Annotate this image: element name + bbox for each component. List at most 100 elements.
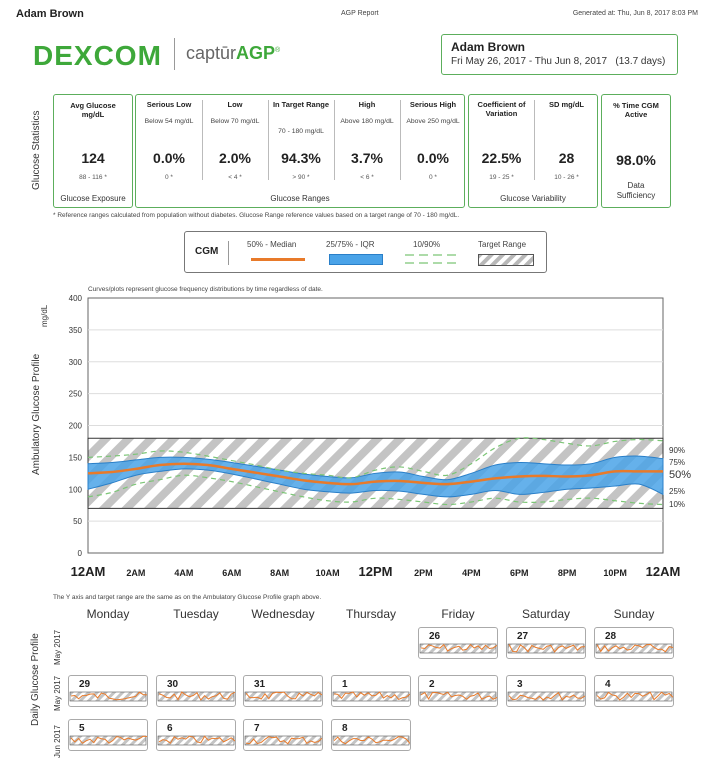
- daily-cell: 5: [68, 719, 148, 751]
- percentile-label: 75%: [669, 458, 685, 467]
- daily-cell: 2: [418, 675, 498, 707]
- x-tick-label: 6PM: [510, 568, 529, 578]
- median-line: [87, 462, 663, 486]
- range-sub: Below 54 mg/dL: [144, 118, 194, 125]
- glucose-exposure-label: Glucose Exposure: [60, 194, 126, 203]
- variability-ref: 19 - 25 *: [489, 174, 514, 181]
- y-tick-label: 150: [69, 453, 83, 462]
- avg-glucose-box: Avg Glucose mg/dL 124 88 - 116 * Glucose…: [53, 94, 133, 208]
- weekday-header: Sunday: [613, 607, 655, 621]
- legend-target-swatch: [478, 254, 534, 266]
- y-tick-label: 50: [73, 517, 82, 526]
- daily-mini-chart: [157, 691, 235, 702]
- daily-cell: 1: [331, 675, 411, 707]
- weekday-header: Wednesday: [251, 607, 315, 621]
- x-tick-label: 10AM: [316, 568, 340, 578]
- legend-median-label: 50% - Median: [247, 240, 297, 249]
- legend-target-label: Target Range: [478, 240, 527, 249]
- range-ref: 0 *: [165, 174, 173, 181]
- range-ref: 0 *: [429, 174, 437, 181]
- range-separator: [202, 100, 203, 180]
- legend-median-swatch: [251, 258, 305, 261]
- weekday-header: Thursday: [345, 607, 397, 621]
- range-column: Serious Low Below 54 mg/dL 0.0% 0 *: [136, 95, 202, 190]
- day-number: 1: [342, 679, 348, 690]
- variability-separator: [534, 100, 535, 180]
- range-value: 2.0%: [219, 150, 251, 166]
- daily-mini-chart: [595, 691, 673, 702]
- range-separator: [334, 100, 335, 180]
- weekday-header: Saturday: [521, 607, 571, 621]
- variability-ref: 10 - 26 *: [554, 174, 579, 181]
- daily-cell: 27: [506, 627, 586, 659]
- daily-cell: 28: [594, 627, 674, 659]
- variability-label: Coefficient of Variation: [477, 100, 526, 118]
- may-2017-label-1: May 2017: [53, 629, 62, 665]
- x-tick-label: 10PM: [603, 568, 627, 578]
- patient-name: Adam Brown: [451, 40, 526, 54]
- x-tick-label: 6AM: [222, 568, 241, 578]
- legend-iqr-label: 25/75% - IQR: [326, 240, 375, 249]
- logo-divider: [174, 38, 175, 70]
- daily-cell: 26: [418, 627, 498, 659]
- range-sub: Below 70 mg/dL: [210, 118, 260, 125]
- daily-mini-chart: [419, 691, 497, 702]
- daily-cell: 4: [594, 675, 674, 707]
- variability-label: SD mg/dL: [549, 100, 584, 109]
- day-number: 28: [605, 631, 617, 642]
- range-column: Serious High Above 250 mg/dL 0.0% 0 *: [400, 95, 466, 190]
- percentile-label: 90%: [669, 446, 685, 455]
- x-tick-label: 4PM: [462, 568, 481, 578]
- legend-iqr-swatch: [329, 254, 383, 265]
- percentile-label: 10%: [669, 500, 685, 509]
- chart-legend: CGM 50% - Median 25/75% - IQR 10/90% Tar…: [184, 231, 547, 273]
- day-number: 4: [605, 679, 611, 690]
- daily-mini-chart: [595, 643, 673, 654]
- x-tick-label: 4AM: [174, 568, 193, 578]
- weekday-header: Monday: [86, 607, 130, 621]
- avg-glucose-label: Avg Glucose mg/dL: [70, 101, 116, 119]
- date-range: Fri May 26, 2017 - Thu Jun 8, 2017 (13.7…: [451, 56, 666, 67]
- range-separator: [400, 100, 401, 180]
- day-number: 8: [342, 723, 348, 734]
- variability-value: 22.5%: [481, 150, 522, 166]
- range-label: Low: [227, 100, 243, 109]
- reference-note: * Reference ranges calculated from popul…: [53, 212, 460, 219]
- glucose-ranges-box: Serious Low Below 54 mg/dL 0.0% 0 * Low Below…: [135, 94, 465, 208]
- day-number: 30: [167, 679, 179, 690]
- chart-note: Curves/plots represent glucose frequency…: [88, 286, 323, 293]
- daily-mini-chart: [419, 643, 497, 654]
- day-number: 2: [429, 679, 435, 690]
- variability-value: 28: [558, 150, 575, 166]
- cgm-active-value: 98.0%: [616, 152, 656, 168]
- range-column: High Above 180 mg/dL 3.7% < 6 *: [334, 95, 400, 190]
- daily-mini-chart: [244, 691, 322, 702]
- weekday-header: Tuesday: [173, 607, 219, 621]
- percentile-label: 50%: [669, 469, 691, 481]
- chart-bottom-note: The Y axis and target range are the same…: [53, 594, 322, 601]
- daily-cell: 8: [331, 719, 411, 751]
- avg-glucose-ref: 88 - 116 *: [79, 174, 107, 181]
- x-tick-label: 12PM: [359, 564, 393, 579]
- generated-timestamp: Generated at: Thu, Jun 8, 2017 8:03 PM: [572, 10, 698, 17]
- range-label: High: [358, 100, 376, 109]
- y-tick-label: 400: [69, 294, 83, 303]
- x-tick-label: 8AM: [270, 568, 289, 578]
- daily-glucose-label: Daily Glucose Profile: [30, 633, 41, 726]
- range-separator: [268, 100, 269, 180]
- day-number: 6: [167, 723, 173, 734]
- range-label: Serious Low: [146, 100, 192, 109]
- glucose-variability-box: Coefficient of Variation 22.5% 19 - 25 * SD…: [468, 94, 598, 208]
- glucose-ranges-label: Glucose Ranges: [270, 194, 330, 203]
- variability-column: SD mg/dL 28 10 - 26 *: [534, 95, 599, 190]
- range-value: 3.7%: [351, 150, 383, 166]
- agp-chart: 0 50 100 150 200 250 300 350 400 90% 75% 50% 25% 10% 1…: [69, 294, 692, 579]
- header-patient-name: Adam Brown: [16, 8, 84, 20]
- jun-2017-label: Jun 2017: [53, 725, 62, 758]
- daily-mini-chart: [332, 691, 410, 702]
- range-sub: 70 - 180 mg/dL: [278, 128, 324, 135]
- range-label: Serious High: [409, 100, 457, 109]
- range-ref: > 90 *: [292, 174, 310, 181]
- glucose-statistics-label: Glucose Statistics: [31, 110, 42, 190]
- daily-mini-chart: [507, 691, 585, 702]
